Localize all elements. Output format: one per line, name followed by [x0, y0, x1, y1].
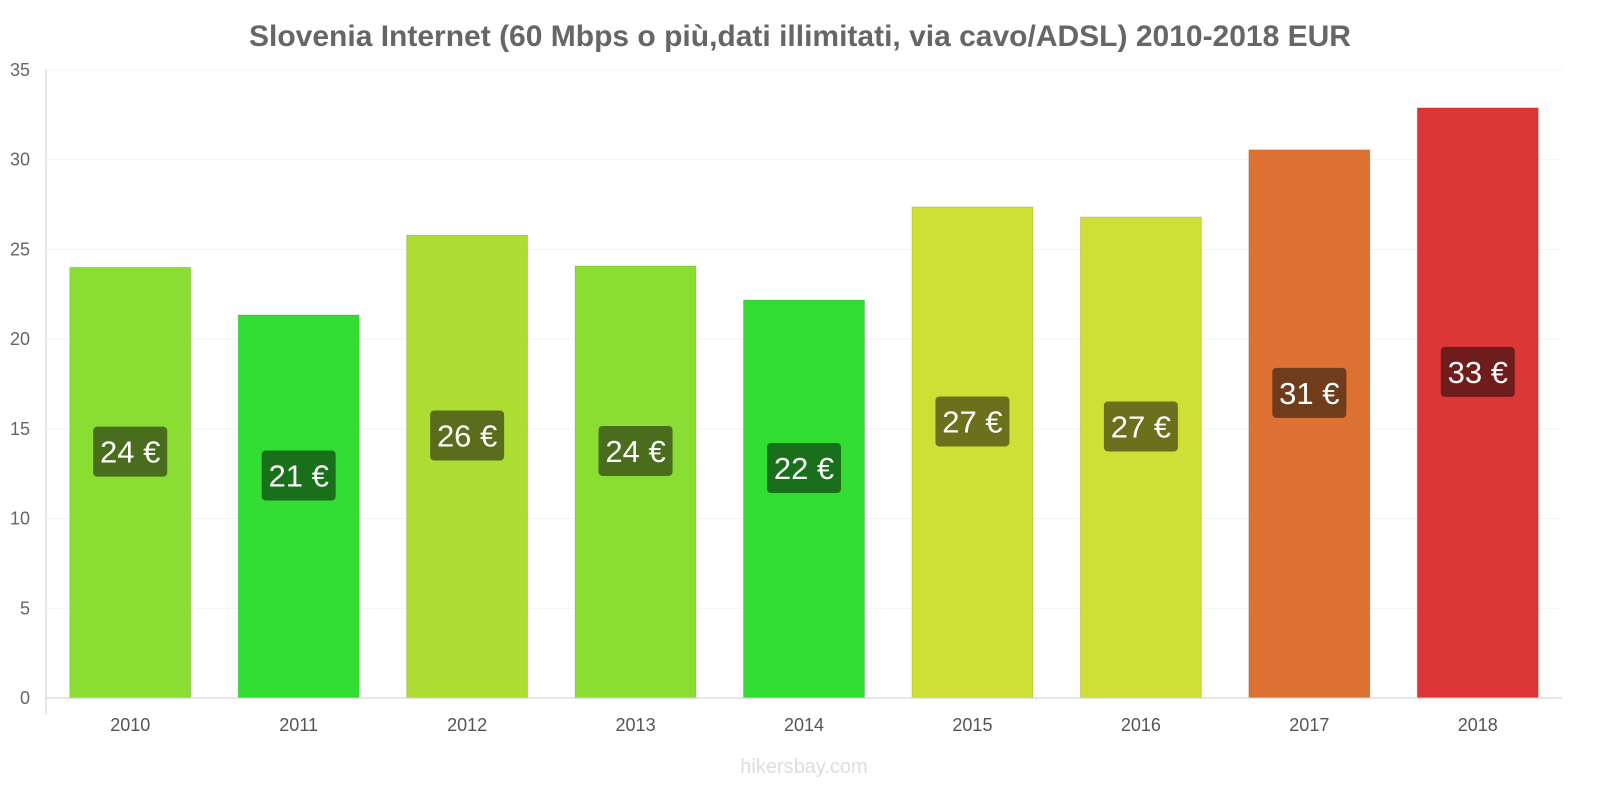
x-tick-label: 2013 [616, 715, 656, 735]
x-tick-label: 2016 [1121, 715, 1161, 735]
bar-2010 [69, 266, 192, 699]
x-tick-label: 2012 [447, 715, 487, 735]
y-tick-label: 5 [20, 598, 30, 618]
bar-2012 [406, 234, 529, 699]
bar-2014 [743, 299, 865, 699]
x-tick-label: 2010 [110, 715, 150, 735]
data-label: 24 € [100, 435, 160, 470]
data-label: 22 € [774, 451, 834, 486]
bar-2017 [1248, 149, 1371, 699]
y-tick-label: 25 [10, 239, 30, 259]
bar-2015 [911, 206, 1034, 699]
data-label-box [261, 450, 336, 501]
data-label: 31 € [1279, 376, 1339, 411]
x-tick-label: 2018 [1458, 715, 1498, 735]
bar-2011 [237, 314, 360, 699]
data-label: 21 € [268, 458, 328, 493]
y-tick-label: 35 [10, 60, 30, 80]
chart-title: Slovenia Internet (60 Mbps o più,dati il… [249, 20, 1351, 53]
data-label-box [767, 443, 841, 494]
x-tick-label: 2011 [279, 715, 318, 735]
x-tick-label: 2017 [1289, 715, 1329, 735]
data-label-box [430, 410, 505, 461]
data-label-box [1103, 401, 1178, 452]
watermark: hikersbay.com [740, 756, 867, 778]
bar-2016 [1079, 216, 1202, 699]
data-label-box [93, 426, 168, 477]
data-label-box [598, 425, 673, 476]
data-label: 24 € [605, 434, 665, 469]
bar-2013 [574, 265, 697, 699]
y-tick-label: 15 [10, 419, 30, 439]
x-tick-label: 2015 [952, 715, 992, 735]
y-tick-label: 10 [10, 509, 30, 529]
bar-2018 [1416, 107, 1539, 699]
y-tick-label: 0 [20, 688, 30, 708]
x-tick-label: 2014 [784, 715, 824, 735]
data-label: 27 € [942, 404, 1002, 439]
data-label: 27 € [1111, 409, 1171, 444]
data-label-box [935, 396, 1010, 447]
y-tick-label: 30 [10, 150, 30, 170]
y-tick-label: 20 [10, 329, 30, 349]
data-label-box [1272, 367, 1347, 418]
data-label: 33 € [1448, 355, 1508, 390]
data-label: 26 € [437, 419, 497, 454]
data-label-box [1440, 346, 1515, 397]
